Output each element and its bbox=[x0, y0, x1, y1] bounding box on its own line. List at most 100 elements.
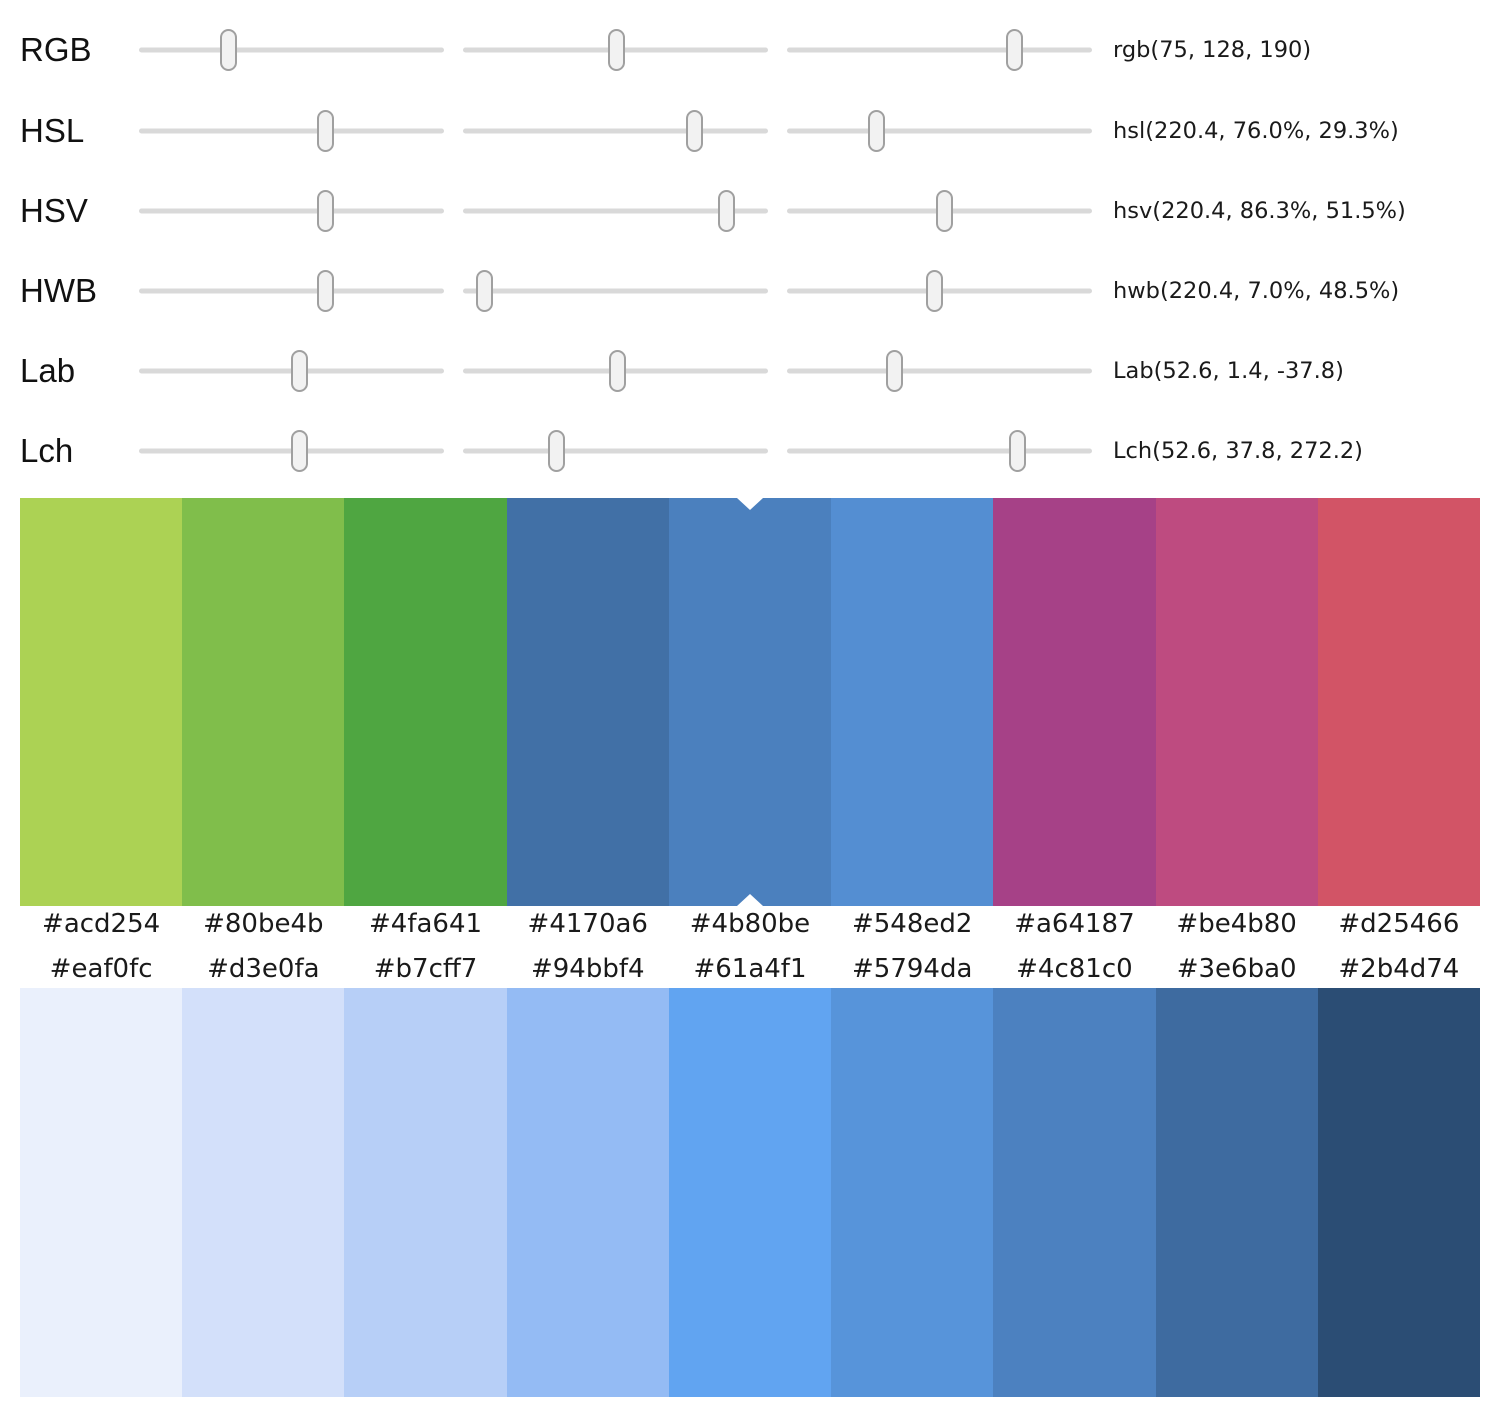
slider-thumb[interactable] bbox=[317, 110, 335, 152]
slider-track[interactable] bbox=[787, 47, 1092, 53]
slider-track[interactable] bbox=[463, 288, 768, 294]
hue-swatch-6[interactable] bbox=[831, 498, 994, 906]
shade-swatch-9[interactable] bbox=[1317, 988, 1480, 1397]
slider-thumb[interactable] bbox=[220, 29, 238, 71]
shade-swatch-3[interactable] bbox=[344, 988, 507, 1397]
hsv-h-slider[interactable] bbox=[139, 171, 444, 251]
color-value-text: Lch(52.6, 37.8, 272.2) bbox=[1113, 438, 1363, 464]
hex-code-label: #4b80be bbox=[689, 909, 811, 939]
hue-swatch-8[interactable] bbox=[1155, 498, 1318, 906]
hex-code-label: #a64187 bbox=[1014, 909, 1135, 939]
hue-swatch-7[interactable] bbox=[993, 498, 1156, 906]
slider-thumb[interactable] bbox=[686, 110, 704, 152]
hex-code-label: #acd254 bbox=[42, 909, 161, 939]
hex-code-label: #3e6ba0 bbox=[1176, 954, 1297, 984]
slider-row-rgb: RGB rgb(75, 128, 190) bbox=[0, 10, 1501, 90]
hsl-l-slider[interactable] bbox=[787, 91, 1092, 171]
color-model-label: HSL bbox=[20, 112, 85, 149]
slider-thumb[interactable] bbox=[1009, 430, 1027, 472]
slider-thumb[interactable] bbox=[885, 350, 903, 392]
slider-track[interactable] bbox=[139, 128, 444, 134]
color-model-label: HSV bbox=[20, 192, 88, 229]
slider-thumb[interactable] bbox=[1005, 29, 1023, 71]
hex-code-label: #b7cff7 bbox=[373, 954, 478, 984]
rgb-g-slider[interactable] bbox=[463, 10, 768, 90]
rgb-r-slider[interactable] bbox=[139, 10, 444, 90]
shade-swatch-7[interactable] bbox=[993, 988, 1156, 1397]
hex-code-label: #eaf0fc bbox=[49, 954, 153, 984]
hue-swatch-9[interactable] bbox=[1317, 498, 1480, 906]
lab-a-slider[interactable] bbox=[463, 331, 768, 411]
slider-row-hsv: HSV hsv(220.4, 86.3%, 51.5%) bbox=[0, 171, 1501, 251]
shade-swatch-5[interactable] bbox=[668, 988, 832, 1397]
shade-hex-label-row: #eaf0fc #d3e0fa #b7cff7 #94bbf4 #61a4f1 #5794… bbox=[20, 951, 1480, 987]
hex-code-label: #548ed2 bbox=[851, 909, 973, 939]
hex-code-label: #2b4d74 bbox=[1338, 954, 1460, 984]
slider-track[interactable] bbox=[139, 208, 444, 214]
hsv-s-slider[interactable] bbox=[463, 171, 768, 251]
hex-code-label: #4170a6 bbox=[527, 909, 648, 939]
color-model-label: Lab bbox=[20, 352, 76, 389]
slider-thumb[interactable] bbox=[290, 350, 308, 392]
color-model-label: HWB bbox=[20, 272, 97, 309]
slider-track[interactable] bbox=[463, 128, 768, 134]
slider-thumb[interactable] bbox=[608, 350, 626, 392]
lch-c-slider[interactable] bbox=[463, 411, 768, 491]
slider-thumb[interactable] bbox=[475, 270, 493, 312]
hue-swatch-5[interactable] bbox=[668, 498, 832, 906]
hex-code-label: #be4b80 bbox=[1176, 909, 1297, 939]
lch-h-slider[interactable] bbox=[787, 411, 1092, 491]
hue-swatch-1[interactable] bbox=[20, 498, 183, 906]
hue-swatch-4[interactable] bbox=[506, 498, 669, 906]
slider-track[interactable] bbox=[787, 128, 1092, 134]
slider-track[interactable] bbox=[139, 288, 444, 294]
hex-code-label: #5794da bbox=[852, 954, 973, 984]
slider-track[interactable] bbox=[463, 448, 768, 454]
slider-thumb[interactable] bbox=[935, 190, 953, 232]
shade-swatch-4[interactable] bbox=[506, 988, 669, 1397]
slider-row-lab: Lab Lab(52.6, 1.4, -37.8) bbox=[0, 331, 1501, 411]
color-value-text: hsv(220.4, 86.3%, 51.5%) bbox=[1113, 198, 1406, 224]
slider-track[interactable] bbox=[787, 368, 1092, 374]
shade-swatch-8[interactable] bbox=[1155, 988, 1318, 1397]
shade-swatch-1[interactable] bbox=[20, 988, 183, 1397]
rgb-b-slider[interactable] bbox=[787, 10, 1092, 90]
slider-thumb[interactable] bbox=[717, 190, 735, 232]
slider-track[interactable] bbox=[787, 448, 1092, 454]
slider-row-hsl: HSL hsl(220.4, 76.0%, 29.3%) bbox=[0, 91, 1501, 171]
hwb-h-slider[interactable] bbox=[139, 251, 444, 331]
lch-l-slider[interactable] bbox=[139, 411, 444, 491]
hue-swatch-3[interactable] bbox=[344, 498, 507, 906]
hwb-b-slider[interactable] bbox=[787, 251, 1092, 331]
slider-thumb[interactable] bbox=[548, 430, 566, 472]
slider-track[interactable] bbox=[139, 47, 444, 53]
hue-hex-label-row: #acd254 #80be4b #4fa641 #4170a6 #4b80be #548e… bbox=[20, 906, 1480, 942]
hsv-v-slider[interactable] bbox=[787, 171, 1092, 251]
color-model-label: Lch bbox=[20, 432, 74, 469]
color-value-text: Lab(52.6, 1.4, -37.8) bbox=[1113, 358, 1344, 384]
hex-code-label: #61a4f1 bbox=[693, 954, 807, 984]
hsl-s-slider[interactable] bbox=[463, 91, 768, 171]
slider-thumb[interactable] bbox=[607, 29, 625, 71]
hwb-w-slider[interactable] bbox=[463, 251, 768, 331]
slider-thumb[interactable] bbox=[317, 190, 335, 232]
lab-l-slider[interactable] bbox=[139, 331, 444, 411]
slider-row-hwb: HWB hwb(220.4, 7.0%, 48.5%) bbox=[0, 251, 1501, 331]
hex-code-label: #d3e0fa bbox=[207, 954, 320, 984]
slider-thumb[interactable] bbox=[290, 430, 308, 472]
shade-palette bbox=[20, 988, 1480, 1397]
shade-swatch-2[interactable] bbox=[182, 988, 345, 1397]
hue-palette bbox=[20, 498, 1480, 906]
hex-code-label: #d25466 bbox=[1338, 909, 1460, 939]
slider-thumb[interactable] bbox=[867, 110, 885, 152]
slider-row-lch: Lch Lch(52.6, 37.8, 272.2) bbox=[0, 411, 1501, 491]
hue-swatch-2[interactable] bbox=[182, 498, 345, 906]
slider-track[interactable] bbox=[463, 208, 768, 214]
lab-b-slider[interactable] bbox=[787, 331, 1092, 411]
hex-code-label: #80be4b bbox=[203, 909, 324, 939]
shade-swatch-6[interactable] bbox=[831, 988, 994, 1397]
slider-thumb[interactable] bbox=[317, 270, 335, 312]
hsl-h-slider[interactable] bbox=[139, 91, 444, 171]
slider-thumb[interactable] bbox=[926, 270, 944, 312]
